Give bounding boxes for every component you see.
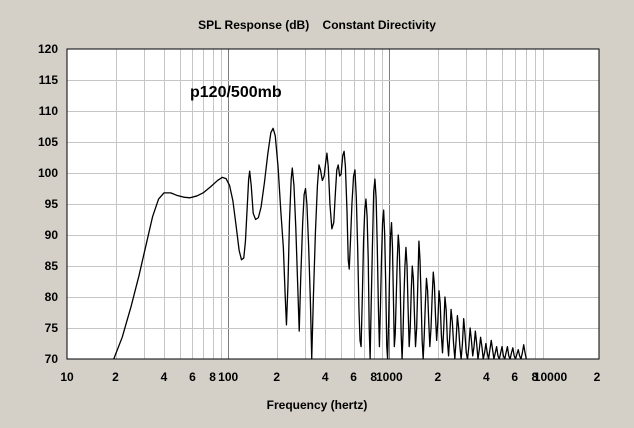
grid-lines (67, 49, 599, 359)
x-tick-label: 4 (322, 370, 329, 384)
x-tick-label: 10 (60, 370, 74, 384)
x-tick-label: 4 (161, 370, 168, 384)
y-tick-label: 70 (45, 352, 59, 366)
y-tick-label: 110 (39, 104, 59, 118)
y-tick-label: 75 (45, 321, 59, 335)
y-tick-label: 95 (45, 197, 59, 211)
x-tick-label: 2 (434, 370, 441, 384)
spl-response-line (113, 127, 527, 360)
chart-annotation: p120/500mb (190, 84, 282, 101)
x-tick-label: 8 (532, 370, 539, 384)
y-tick-label: 105 (38, 135, 58, 149)
x-tick-label: 1000 (376, 370, 403, 384)
x-tick-label: 10000 (534, 370, 568, 384)
x-tick-label: 2 (273, 370, 280, 384)
chart-title: SPL Response (dB) Constant Directivity (198, 18, 436, 32)
x-tick-label: 8 (209, 370, 216, 384)
y-tick-label: 120 (38, 42, 58, 56)
y-tick-label: 100 (38, 166, 58, 180)
x-tick-label: 6 (189, 370, 196, 384)
x-axis-label: Frequency (hertz) (267, 398, 368, 412)
x-tick-label: 6 (511, 370, 518, 384)
plot-frame (66, 48, 600, 360)
y-tick-label: 115 (39, 73, 59, 87)
x-tick-label: 2 (594, 370, 601, 384)
x-tick-label: 8 (370, 370, 377, 384)
y-tick-label: 80 (45, 290, 59, 304)
x-tick-label: 6 (350, 370, 357, 384)
y-axis-tick-labels: 120 115 110 105 100 95 90 85 80 75 70 (38, 42, 58, 366)
x-tick-label: 2 (112, 370, 119, 384)
y-tick-label: 90 (45, 228, 59, 242)
x-tick-label: 4 (483, 370, 490, 384)
y-tick-label: 85 (45, 259, 59, 273)
x-tick-label: 100 (218, 370, 238, 384)
